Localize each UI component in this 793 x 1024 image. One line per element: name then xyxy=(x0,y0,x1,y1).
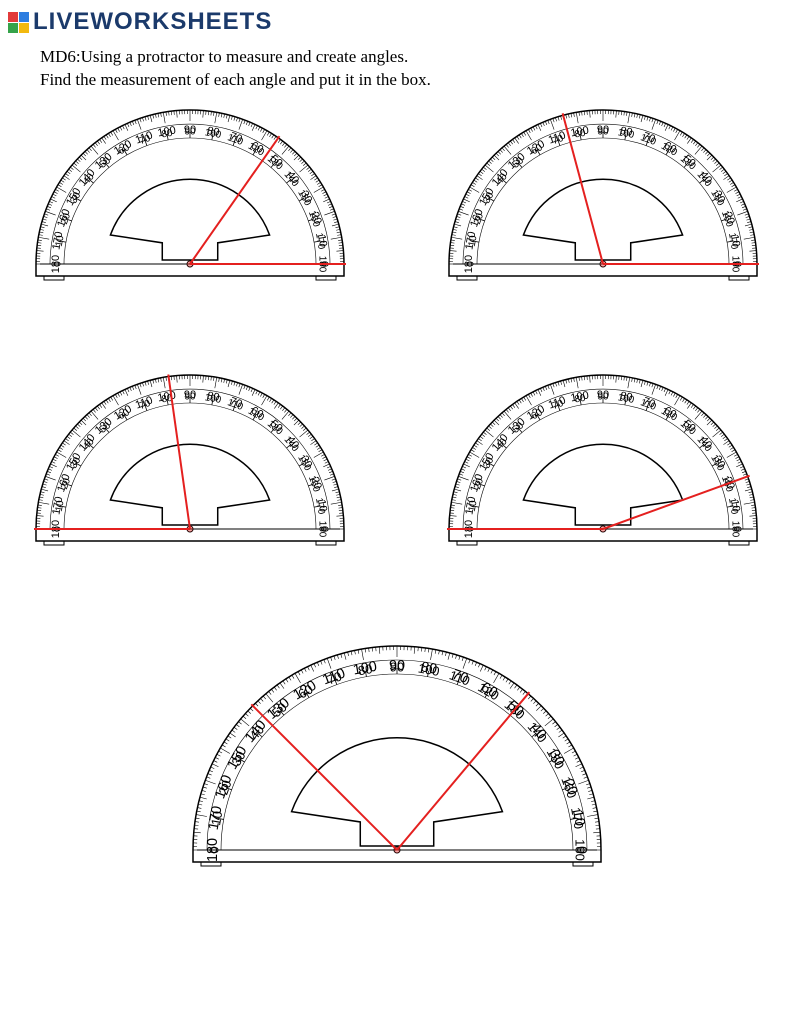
svg-text:90: 90 xyxy=(598,391,609,402)
svg-text:180: 180 xyxy=(572,839,587,861)
svg-text:90: 90 xyxy=(389,659,403,674)
row-3: 0102030405060708090100110120130140150160… xyxy=(30,632,763,873)
svg-text:0: 0 xyxy=(53,261,64,267)
protractor-5: 0102030405060708090100110120130140150160… xyxy=(187,632,607,873)
instruction-line-1: MD6:Using a protractor to measure and cr… xyxy=(40,46,793,69)
protractor-2: 0102030405060708090100110120130140150160… xyxy=(443,102,763,287)
row-2: 0102030405060708090100110120130140150160… xyxy=(30,367,763,552)
protractor-1: 0102030405060708090100110120130140150160… xyxy=(30,102,350,287)
instructions: MD6:Using a protractor to measure and cr… xyxy=(0,36,793,102)
protractor-3: 0102030405060708090100110120130140150160… xyxy=(30,367,350,552)
site-logo: LIVEWORKSHEETS xyxy=(0,0,793,36)
instruction-line-2: Find the measurement of each angle and p… xyxy=(40,69,793,92)
svg-text:90: 90 xyxy=(185,126,196,137)
worksheet-area: 0102030405060708090100110120130140150160… xyxy=(0,102,793,923)
logo-text: LIVEWORKSHEETS xyxy=(33,8,272,36)
svg-text:10: 10 xyxy=(208,810,225,827)
svg-text:0: 0 xyxy=(206,846,221,853)
row-1: 0102030405060708090100110120130140150160… xyxy=(30,102,763,287)
svg-text:90: 90 xyxy=(185,391,196,402)
svg-text:0: 0 xyxy=(466,261,477,267)
protractor-4: 0102030405060708090100110120130140150160… xyxy=(443,367,763,552)
logo-squares-icon xyxy=(8,12,29,33)
svg-text:180: 180 xyxy=(729,521,740,538)
svg-text:80: 80 xyxy=(356,661,373,678)
svg-text:180: 180 xyxy=(316,521,327,538)
svg-text:90: 90 xyxy=(598,126,609,137)
